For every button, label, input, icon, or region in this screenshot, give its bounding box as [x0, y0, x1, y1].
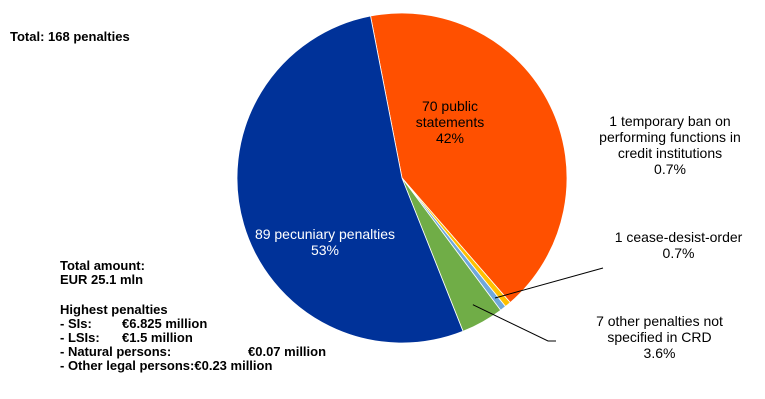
- highest-row-lsis: - LSIs: €1.5 million: [60, 330, 193, 345]
- slice-label-other-penalties: 7 other penalties not specified in CRD 3…: [596, 313, 723, 361]
- leader-line-cease-desist-order: [494, 267, 604, 299]
- highest-penalties-note: Highest penalties - SIs: €6.825 million -…: [60, 303, 326, 373]
- slice-public-statements: [370, 12, 568, 304]
- highest-row-other-legal-persons: - Other legal persons:€0.23 million: [60, 358, 273, 373]
- highest-row-sis: - SIs: €6.825 million: [60, 316, 208, 331]
- slice-label-temporary-ban: 1 temporary ban on performing functions …: [599, 113, 741, 177]
- slice-label-public-statements: 70 public statements 42%: [415, 98, 485, 146]
- highest-penalties-title: Highest penalties: [60, 302, 168, 317]
- highest-row-natural-persons: - Natural persons: €0.07 million: [60, 344, 327, 359]
- total-amount-note: Total amount: EUR 25.1 mln: [60, 258, 145, 287]
- leader-line-other-penalties: [472, 304, 556, 342]
- slice-label-cease-desist-order: 1 cease-desist-order 0.7%: [614, 229, 743, 261]
- total-penalties-title: Total: 168 penalties: [10, 29, 130, 44]
- slice-pecuniary-penalties: [236, 15, 464, 344]
- slice-label-pecuniary-penalties: 89 pecuniary penalties 53%: [254, 226, 396, 258]
